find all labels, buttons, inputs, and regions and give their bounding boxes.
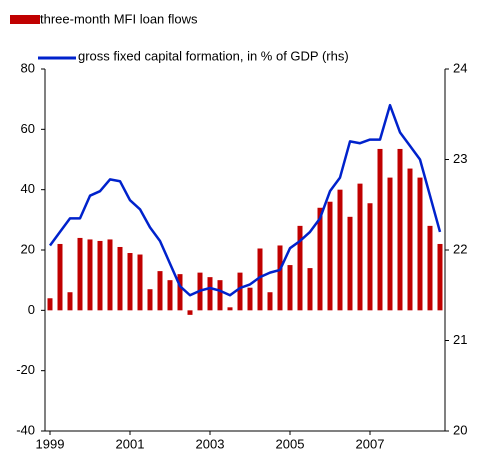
bar: [307, 268, 313, 311]
y-tick-label: 20: [21, 241, 35, 256]
bar: [67, 292, 73, 311]
bar: [267, 292, 273, 311]
y2-tick-label: 23: [453, 151, 467, 166]
bar: [367, 203, 373, 311]
bar: [227, 307, 233, 311]
bar: [77, 237, 83, 311]
x-tick-label: 1999: [36, 436, 65, 451]
bar: [217, 280, 223, 311]
bar: [247, 287, 253, 311]
x-tick-label: 2003: [196, 436, 225, 451]
bar: [187, 310, 193, 315]
bar: [127, 253, 133, 311]
bar: [97, 240, 103, 311]
x-tick-label: 2007: [356, 436, 385, 451]
bar: [337, 189, 343, 311]
y-tick-label: 80: [21, 60, 35, 75]
bar: [377, 148, 383, 311]
bar: [117, 246, 123, 311]
bar: [297, 225, 303, 311]
bar: [317, 207, 323, 311]
bar: [157, 271, 163, 311]
bar: [257, 248, 263, 311]
bar: [87, 239, 93, 311]
y2-tick-label: 22: [453, 241, 467, 256]
bar: [427, 225, 433, 311]
y2-tick-label: 24: [453, 60, 467, 75]
bar: [397, 148, 403, 311]
bar: [167, 280, 173, 311]
bar: [177, 274, 183, 311]
x-tick-label: 2001: [116, 436, 145, 451]
bar: [237, 272, 243, 311]
bar: [207, 277, 213, 311]
y2-tick-label: 20: [453, 422, 467, 437]
line: [48, 103, 442, 297]
y-tick-label: -20: [16, 362, 35, 377]
bar: [47, 298, 53, 311]
bar: [137, 254, 143, 311]
bar: [277, 245, 283, 311]
bar: [147, 289, 153, 311]
y2-tick-label: 21: [453, 332, 467, 347]
bar: [437, 243, 443, 311]
bar: [57, 243, 63, 311]
y-tick-label: 0: [28, 302, 35, 317]
bar: [357, 183, 363, 311]
bar: [287, 265, 293, 311]
y-tick-label: 40: [21, 181, 35, 196]
bar: [407, 168, 413, 311]
x-tick-label: 2005: [276, 436, 305, 451]
bar: [387, 177, 393, 311]
y-tick-label: 60: [21, 121, 35, 136]
legend-swatch: [10, 15, 40, 24]
legend-label: three-month MFI loan flows: [40, 11, 198, 26]
bar: [417, 177, 423, 311]
bar: [327, 201, 333, 311]
bar: [347, 216, 353, 311]
legend-label: gross fixed capital formation, in % of G…: [78, 48, 349, 63]
bar: [107, 239, 113, 311]
y-tick-label: -40: [16, 422, 35, 437]
